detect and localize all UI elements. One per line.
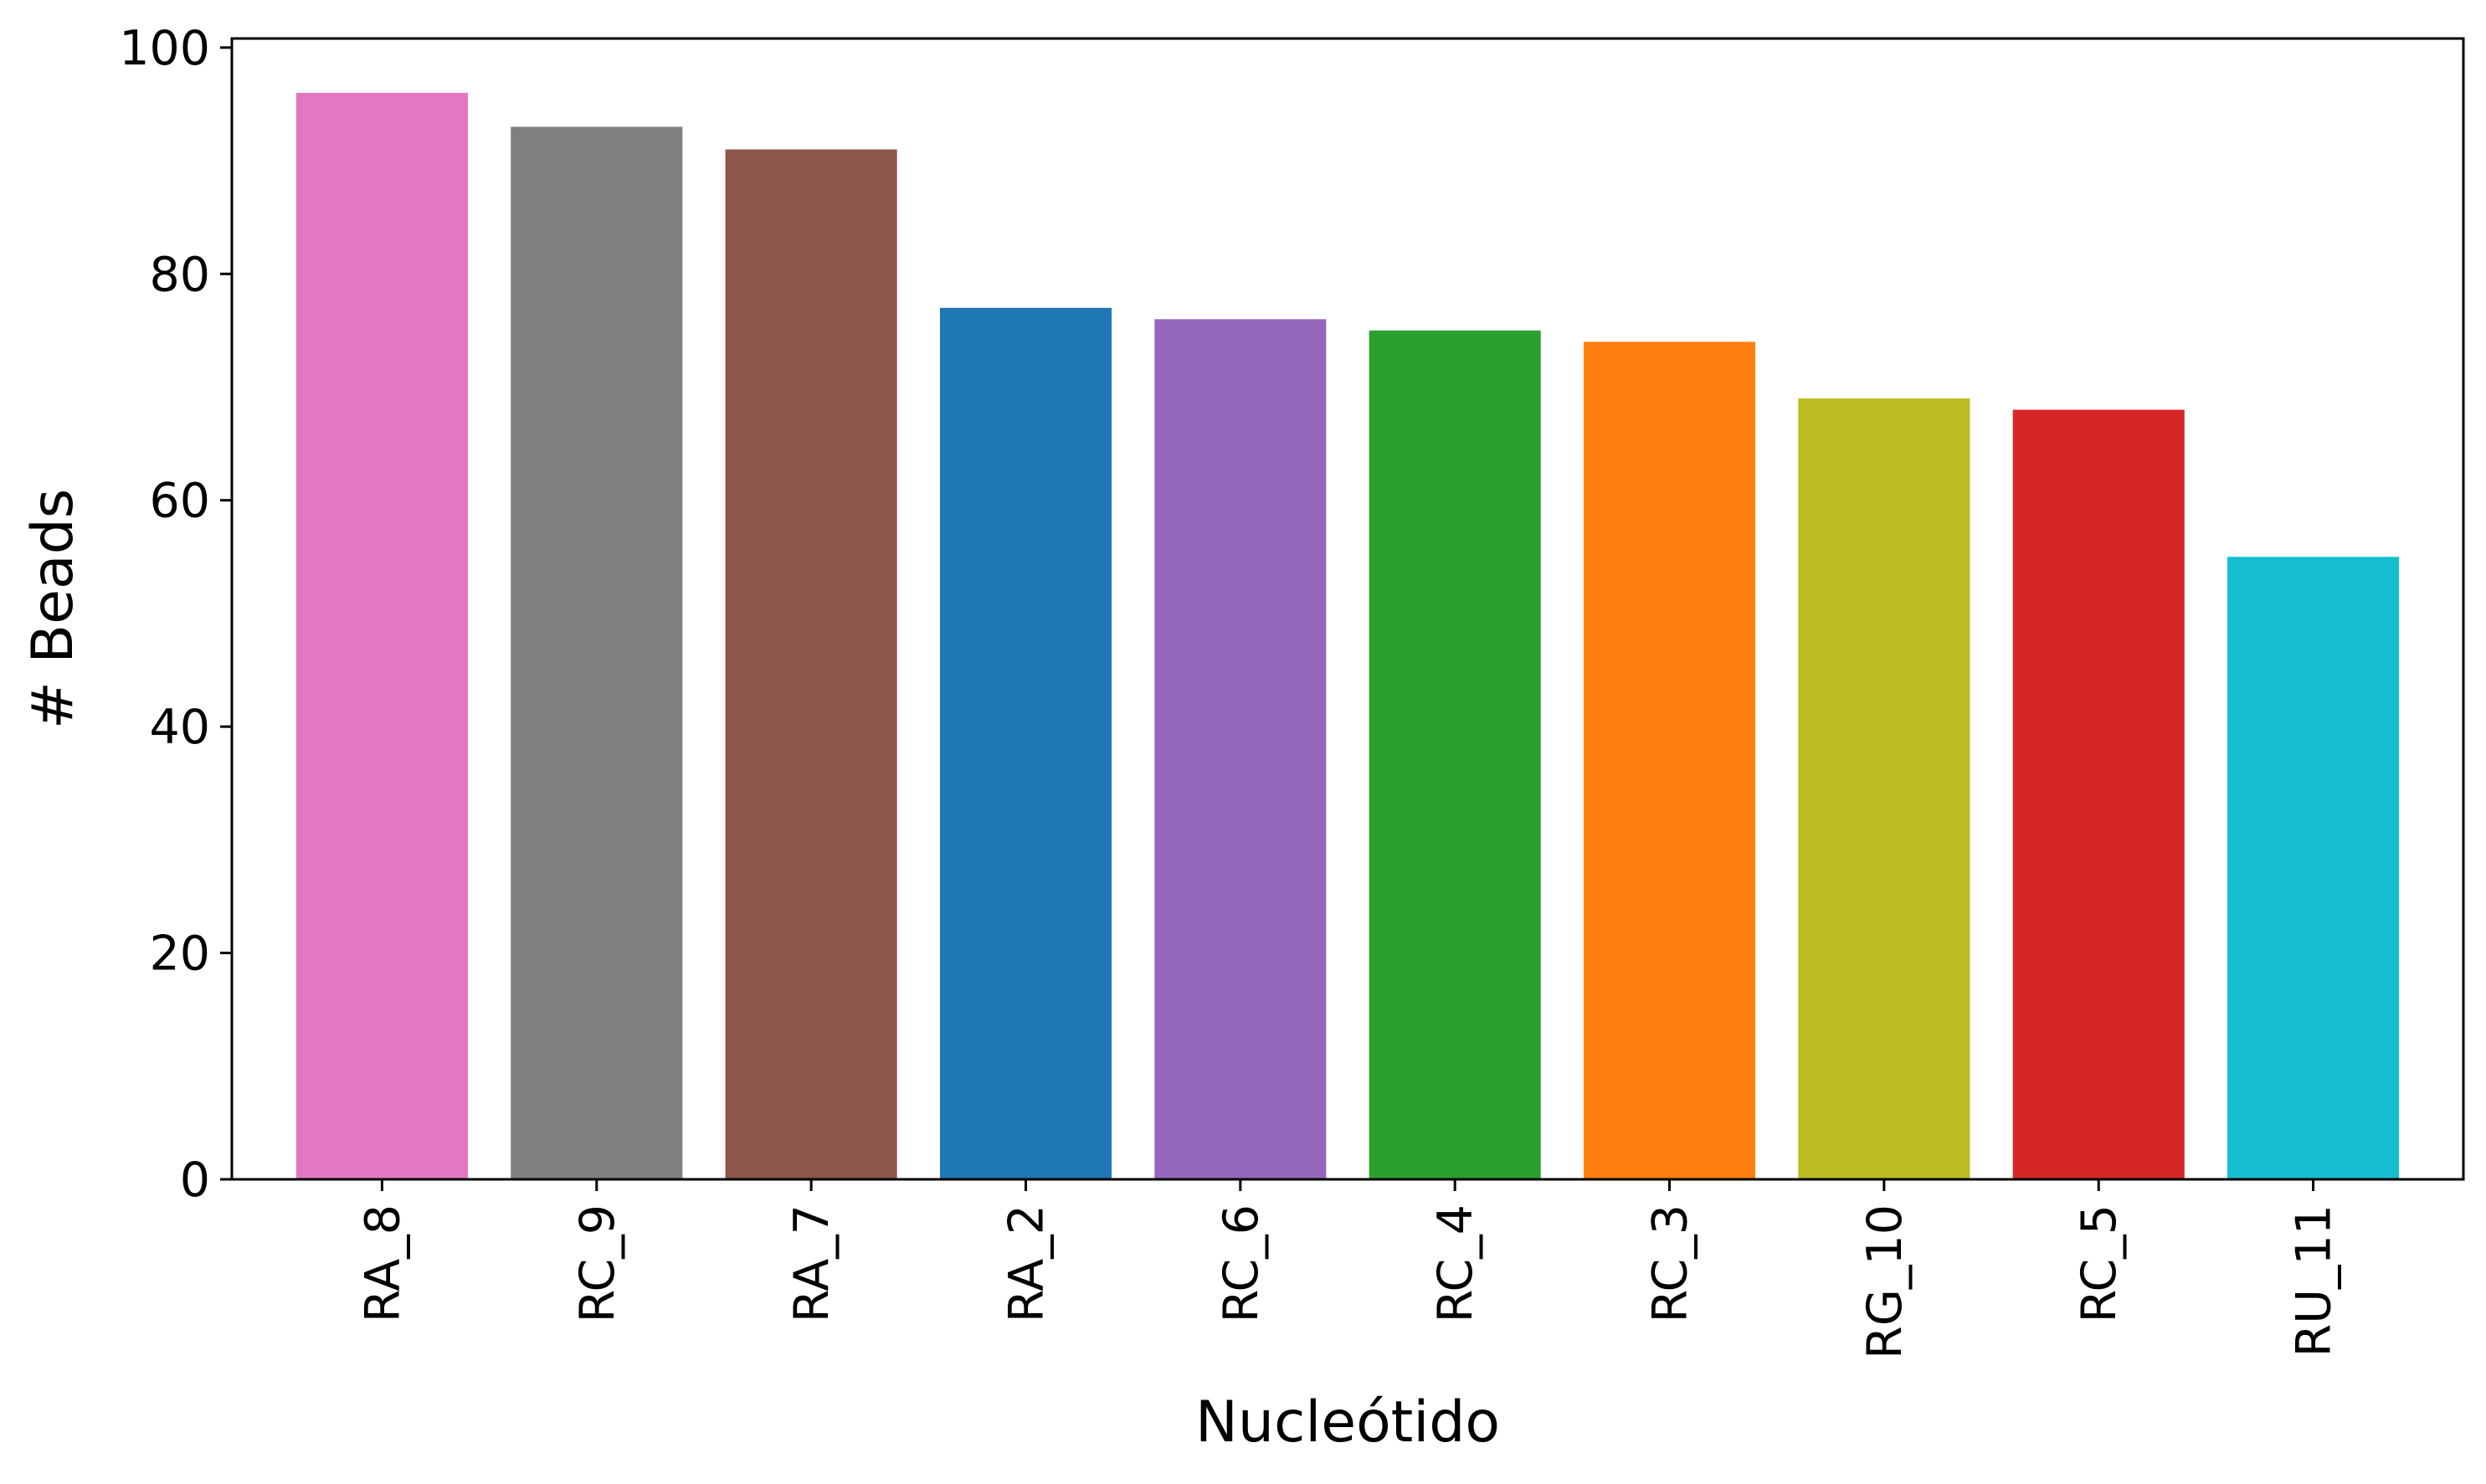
x-tick-label: RG_10 <box>1857 1204 1913 1359</box>
x-axis-label: Nucleótido <box>1195 1389 1500 1456</box>
bar-rc-6 <box>1154 319 1327 1179</box>
x-axis-ticks: RA_8 RC_9 RA_7 RA_2 RC_6 RC_4 RC_3 RG_10 RC_5 RU_… <box>355 1179 2342 1359</box>
x-tick-label: RC_6 <box>1214 1204 1269 1322</box>
bars-layer <box>295 92 2400 1180</box>
x-tick-label: RA_2 <box>999 1204 1054 1322</box>
x-tick-label: RA_8 <box>355 1204 410 1322</box>
y-tick-label: 100 <box>119 21 210 76</box>
bar-ru-11 <box>2227 557 2400 1179</box>
x-tick-label: RC_3 <box>1643 1204 1698 1322</box>
x-tick-label: RA_7 <box>784 1204 840 1322</box>
bar-rc-3 <box>1583 341 1756 1180</box>
bar-rg-10 <box>1798 398 1970 1180</box>
bar-rc-5 <box>2012 409 2185 1179</box>
x-tick-label: RU_11 <box>2287 1204 2342 1357</box>
y-axis-ticks: 0 20 40 60 80 100 <box>119 21 232 1208</box>
bar-ra-2 <box>939 307 1112 1179</box>
x-tick-label: RC_5 <box>2072 1204 2127 1322</box>
y-tick-label: 40 <box>149 700 210 755</box>
x-tick-label: RC_9 <box>570 1204 625 1322</box>
x-tick-label: RC_4 <box>1428 1204 1483 1322</box>
y-tick-label: 80 <box>149 247 210 302</box>
bar-rc-9 <box>511 126 683 1180</box>
bar-ra-8 <box>295 92 468 1179</box>
y-tick-label: 20 <box>149 927 210 982</box>
y-tick-label: 60 <box>149 474 210 529</box>
y-axis-label: # Beads <box>20 489 86 729</box>
y-tick-label: 0 <box>180 1153 210 1208</box>
bar-rc-4 <box>1369 330 1541 1179</box>
bar-ra-7 <box>725 149 897 1179</box>
plot-frame <box>230 37 2465 1181</box>
